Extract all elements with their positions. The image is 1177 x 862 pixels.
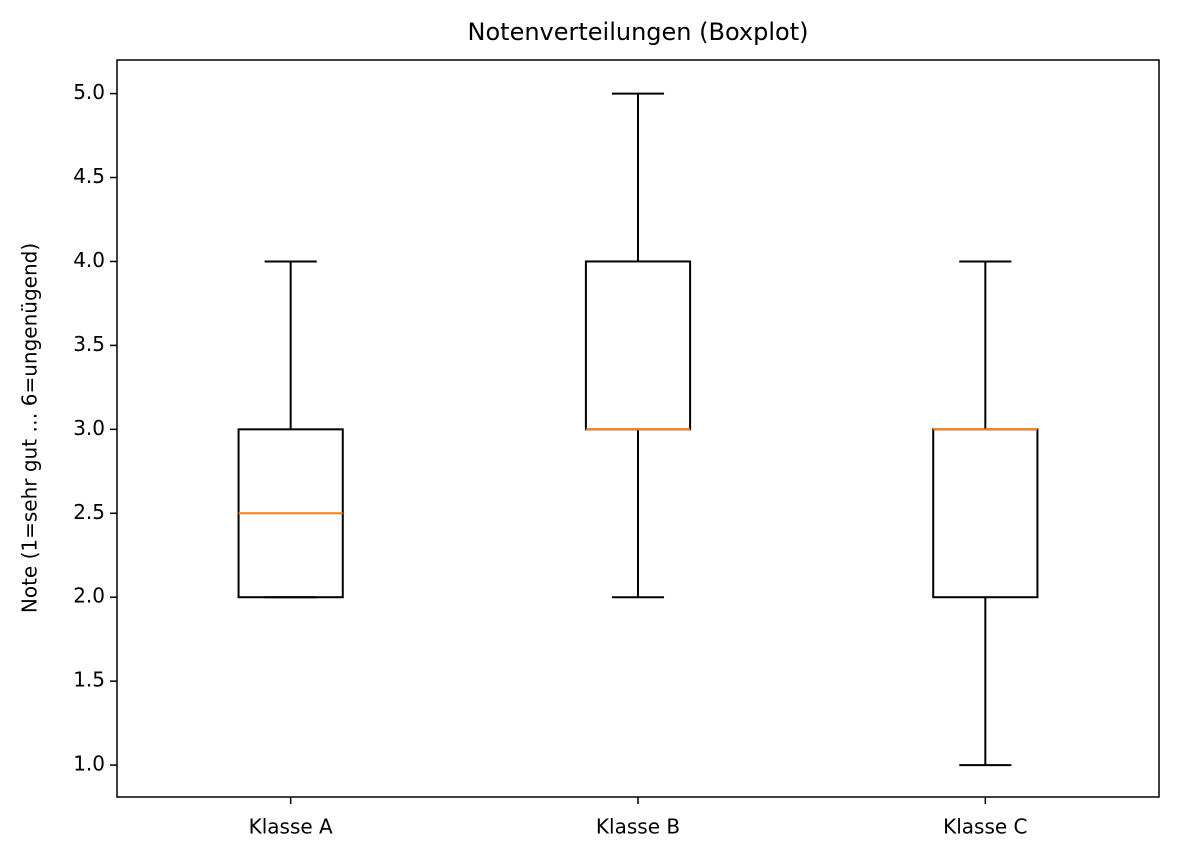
y-axis-label: Note (1=sehr gut … 6=ungenügend) <box>18 243 42 613</box>
box <box>584 260 692 431</box>
y-tick-label: 1.0 <box>73 752 105 776</box>
box <box>932 428 1039 599</box>
y-tick-label: 5.0 <box>73 80 105 104</box>
x-tick-label: Klasse C <box>943 815 1027 839</box>
y-tick-label: 4.0 <box>73 248 105 272</box>
y-tick-label: 2.5 <box>73 500 105 524</box>
y-tick-label: 4.5 <box>73 164 105 188</box>
y-tick-label: 3.5 <box>73 332 105 356</box>
y-tick-label: 3.0 <box>73 416 105 440</box>
chart-title: Notenverteilungen (Boxplot) <box>468 18 809 46</box>
x-tick-label: Klasse B <box>596 815 680 839</box>
y-tick-label: 1.5 <box>73 668 105 692</box>
x-tick-label: Klasse A <box>249 815 333 839</box>
y-tick-label: 2.0 <box>73 584 105 608</box>
